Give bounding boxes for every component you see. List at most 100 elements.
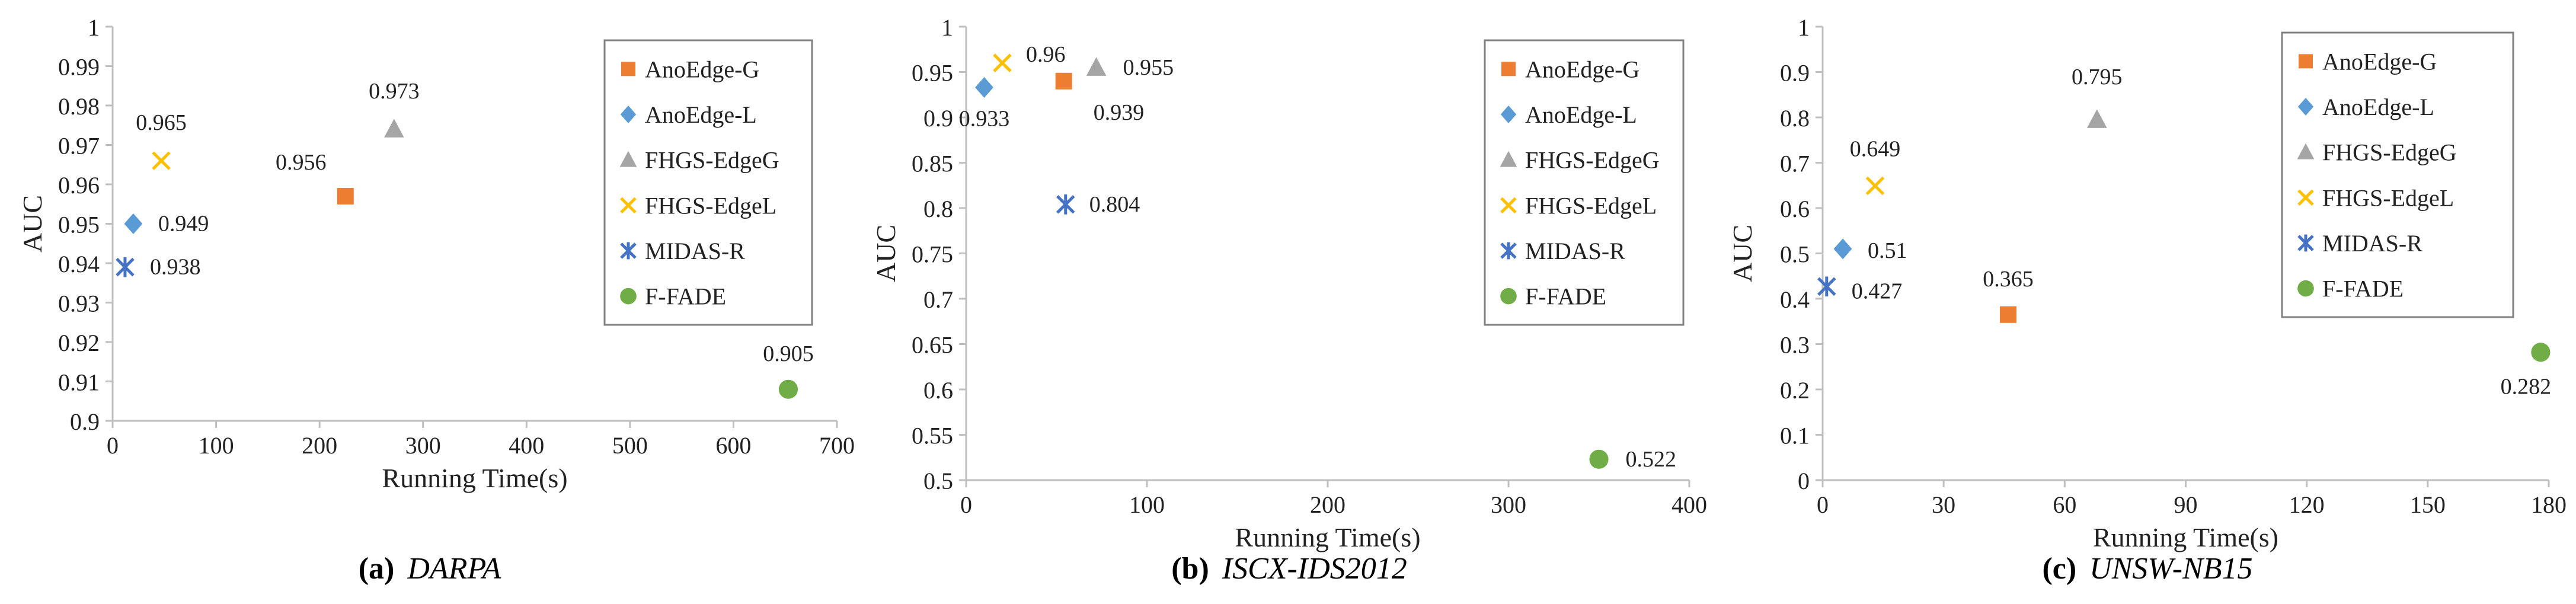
legend-box bbox=[603, 39, 813, 326]
data-label-fhgs-edgeg: 0.955 bbox=[1123, 55, 1174, 80]
x-tick-label: 100 bbox=[1129, 491, 1165, 518]
y-tick-label: 0 bbox=[1798, 468, 1810, 494]
caption-letter: (a) bbox=[358, 552, 395, 586]
data-point-anoedge-l bbox=[1833, 238, 1852, 260]
data-point-anoedge-l bbox=[124, 213, 143, 234]
y-tick-label: 0.9 bbox=[70, 408, 100, 435]
x-tick-label: 600 bbox=[715, 432, 751, 459]
legend-label-fhgs-edgel: FHGS-EdgeL bbox=[2322, 184, 2454, 211]
legend-label-fhgs-edgeg: FHGS-EdgeG bbox=[2322, 139, 2457, 166]
data-point-anoedge-g bbox=[337, 187, 354, 204]
legend-label-anoedge-g: AnoEdge-G bbox=[1525, 56, 1639, 82]
legend-marker-midas-r bbox=[620, 242, 637, 260]
y-tick-label: 1 bbox=[941, 14, 953, 41]
legend-label-midas-r: MIDAS-R bbox=[645, 238, 745, 264]
legend-marker-fhgs-edgel bbox=[1500, 197, 1517, 214]
legend-label-f-fade: F-FADE bbox=[1525, 283, 1606, 310]
y-tick-label: 0.95 bbox=[58, 212, 100, 238]
data-label-anoedge-g: 0.939 bbox=[1094, 100, 1145, 125]
data-label-anoedge-l: 0.933 bbox=[959, 107, 1010, 132]
x-tick-label: 400 bbox=[509, 432, 544, 459]
y-tick-label: 0.94 bbox=[58, 251, 100, 277]
data-label-anoedge-g: 0.956 bbox=[276, 150, 327, 175]
data-label-f-fade: 0.282 bbox=[2501, 374, 2552, 399]
legend-label-anoedge-l: AnoEdge-L bbox=[645, 101, 757, 128]
y-tick-label: 1 bbox=[88, 14, 100, 41]
x-tick-label: 60 bbox=[2053, 491, 2076, 518]
y-tick-label: 0.91 bbox=[58, 369, 100, 396]
panel-darpa: 0.9 0.91 0.92 0.93 0.94 0.95 0.96 0.97 0.98 0.99 1… bbox=[0, 0, 859, 604]
data-label-anoedge-g: 0.365 bbox=[1983, 267, 2034, 292]
y-tick-label: 0.4 bbox=[1780, 286, 1810, 313]
data-point-fhgs-edgeg bbox=[384, 119, 404, 138]
y-tick-label: 0.8 bbox=[1780, 105, 1810, 132]
y-tick-label: 0.3 bbox=[1780, 332, 1810, 359]
x-tick-label: 0 bbox=[1817, 491, 1829, 518]
data-label-f-fade: 0.522 bbox=[1626, 447, 1677, 472]
y-tick-label: 0.96 bbox=[58, 172, 100, 199]
y-tick-label: 0.5 bbox=[1780, 241, 1810, 268]
data-point-f-fade bbox=[1589, 449, 1609, 469]
data-point-f-fade bbox=[2531, 343, 2551, 362]
x-tick-label: 0 bbox=[107, 432, 119, 459]
data-point-fhgs-edgel bbox=[993, 53, 1012, 72]
y-axis-title: AUC bbox=[17, 195, 47, 253]
legend-label-f-fade: F-FADE bbox=[645, 283, 726, 310]
x-tick-label: 400 bbox=[1671, 491, 1707, 518]
y-axis-title: AUC bbox=[871, 225, 901, 282]
caption-letter: (c) bbox=[2042, 552, 2077, 586]
legend-label-midas-r: MIDAS-R bbox=[1525, 238, 1625, 264]
data-label-midas-r: 0.938 bbox=[150, 255, 201, 280]
scatter-chart-darpa: 0.9 0.91 0.92 0.93 0.94 0.95 0.96 0.97 0.98 0.99 1… bbox=[17, 14, 855, 493]
data-point-anoedge-l bbox=[975, 77, 993, 98]
x-tick-label: 300 bbox=[1491, 491, 1526, 518]
panel-unsw: 0 0.1 0.2 0.3 0.4 0.5 0.6 0.7 0.8 0.9 1 0 30 60 90 120 1… bbox=[1719, 0, 2576, 604]
legend-label-fhgs-edgeg: FHGS-EdgeG bbox=[645, 147, 779, 174]
data-point-fhgs-edgeg bbox=[2086, 109, 2107, 128]
data-label-midas-r: 0.804 bbox=[1089, 192, 1140, 217]
y-tick-label: 1 bbox=[1798, 14, 1810, 41]
y-tick-label: 0.8 bbox=[923, 196, 953, 222]
data-label-fhgs-edgeg: 0.795 bbox=[2072, 65, 2123, 90]
legend-marker-fhgs-edgeg bbox=[2297, 143, 2315, 159]
x-axis-title: Running Time(s) bbox=[1235, 522, 1420, 552]
legend-marker-f-fade bbox=[620, 287, 637, 305]
legend-label-midas-r: MIDAS-R bbox=[2322, 230, 2422, 257]
data-label-fhgs-edgel: 0.965 bbox=[136, 110, 187, 135]
data-point-f-fade bbox=[778, 379, 798, 399]
y-tick-label: 0.93 bbox=[58, 290, 100, 317]
scatter-chart-unsw: 0 0.1 0.2 0.3 0.4 0.5 0.6 0.7 0.8 0.9 1 0 30 60 90 120 1… bbox=[1727, 14, 2567, 552]
legend-marker-midas-r bbox=[1500, 242, 1517, 260]
legend-label-f-fade: F-FADE bbox=[2322, 276, 2404, 302]
x-tick-label: 90 bbox=[2174, 491, 2198, 518]
x-tick-label: 700 bbox=[819, 432, 855, 459]
y-tick-label: 0.2 bbox=[1780, 377, 1810, 404]
legend-label-anoedge-g: AnoEdge-G bbox=[645, 56, 759, 82]
data-point-fhgs-edgeg bbox=[1086, 57, 1107, 76]
legend-marker-anoedge-g bbox=[2299, 54, 2313, 69]
legend-marker-anoedge-l bbox=[620, 106, 637, 123]
x-tick-label: 100 bbox=[199, 432, 234, 459]
y-tick-label: 0.99 bbox=[58, 54, 100, 81]
y-tick-label: 0.75 bbox=[912, 241, 953, 268]
caption-iscx: (b) ISCX-IDS2012 bbox=[859, 551, 1719, 586]
y-tick-label: 0.7 bbox=[1780, 151, 1810, 177]
x-axis-title: Running Time(s) bbox=[382, 463, 567, 493]
legend-marker-fhgs-edgeg bbox=[619, 151, 637, 167]
data-point-midas-r bbox=[116, 257, 135, 277]
legend-label-fhgs-edgel: FHGS-EdgeL bbox=[645, 192, 776, 219]
x-tick-label: 180 bbox=[2531, 491, 2567, 518]
x-tick-label: 300 bbox=[405, 432, 441, 459]
x-tick-label: 30 bbox=[1932, 491, 1955, 518]
data-label-fhgs-edgel: 0.96 bbox=[1026, 42, 1066, 67]
data-point-anoedge-g bbox=[2000, 306, 2017, 323]
legend-box bbox=[1484, 39, 1685, 326]
y-tick-label: 0.5 bbox=[923, 468, 953, 494]
y-tick-label: 0.6 bbox=[923, 377, 953, 404]
x-tick-label: 500 bbox=[612, 432, 648, 459]
y-tick-label: 0.98 bbox=[58, 93, 100, 120]
legend-marker-anoedge-g bbox=[1501, 62, 1516, 76]
data-label-f-fade: 0.905 bbox=[763, 341, 814, 366]
caption-darpa: (a) DARPA bbox=[0, 551, 859, 586]
data-point-midas-r bbox=[1817, 276, 1836, 297]
